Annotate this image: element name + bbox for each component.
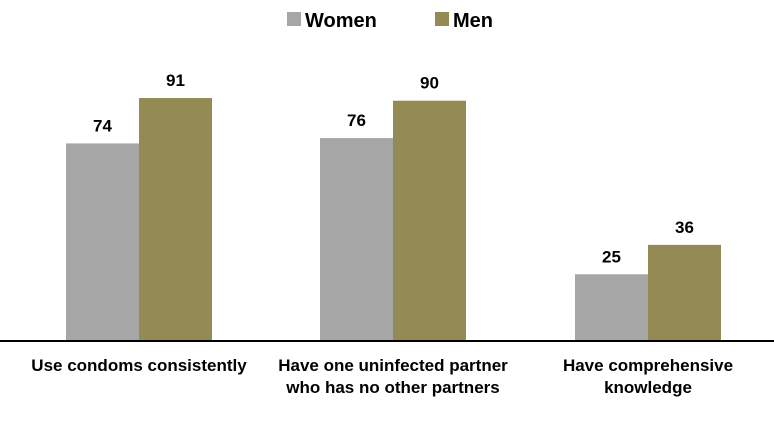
x-tick-label: Have comprehensive knowledge xyxy=(562,356,734,397)
bar xyxy=(66,143,139,341)
bar xyxy=(320,138,393,341)
value-label: 76 xyxy=(347,111,366,130)
bar xyxy=(393,100,466,341)
bar xyxy=(139,98,212,341)
bar xyxy=(648,244,721,341)
legend-swatch xyxy=(435,12,449,26)
value-label: 74 xyxy=(93,116,112,135)
value-label: 25 xyxy=(602,247,621,266)
value-label: 90 xyxy=(420,74,439,93)
value-label: 91 xyxy=(166,71,185,90)
legend-swatch xyxy=(287,12,301,26)
value-label: 36 xyxy=(675,218,694,237)
x-tick-label: Use condoms consistently xyxy=(31,356,247,375)
bar xyxy=(575,274,648,341)
x-tick-label: Have one uninfected partner who has no o… xyxy=(278,356,508,397)
legend-label: Men xyxy=(453,10,493,32)
legend-label: Women xyxy=(305,10,377,32)
